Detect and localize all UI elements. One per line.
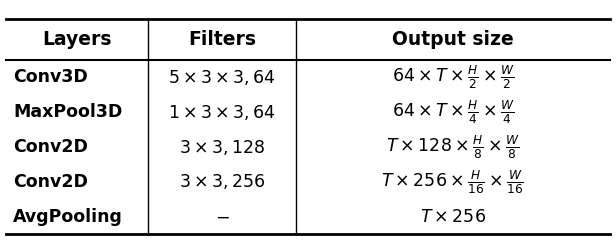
Text: $1 \times 3 \times 3, 64$: $1 \times 3 \times 3, 64$: [168, 103, 276, 122]
Text: $T \times 128 \times \frac{H}{8} \times \frac{W}{8}$: $T \times 128 \times \frac{H}{8} \times …: [386, 133, 520, 161]
Text: $3 \times 3, 128$: $3 \times 3, 128$: [179, 138, 265, 156]
Text: $64 \times T \times \frac{H}{4} \times \frac{W}{4}$: $64 \times T \times \frac{H}{4} \times \…: [392, 98, 514, 126]
Text: Layers: Layers: [43, 30, 112, 49]
Text: Conv3D: Conv3D: [14, 68, 88, 86]
Text: Conv2D: Conv2D: [14, 173, 88, 191]
Text: $T \times 256 \times \frac{H}{16} \times \frac{W}{16}$: $T \times 256 \times \frac{H}{16} \times…: [381, 168, 524, 196]
Text: $3 \times 3, 256$: $3 \times 3, 256$: [179, 172, 265, 191]
Text: AvgPooling: AvgPooling: [14, 208, 123, 226]
Text: Output size: Output size: [392, 30, 514, 49]
Text: MaxPool3D: MaxPool3D: [14, 103, 123, 121]
Text: Conv2D: Conv2D: [14, 138, 88, 156]
Text: $5 \times 3 \times 3, 64$: $5 \times 3 \times 3, 64$: [168, 68, 276, 87]
Text: $T \times 256$: $T \times 256$: [420, 208, 486, 226]
Text: $-$: $-$: [214, 208, 229, 226]
Text: $64 \times T \times \frac{H}{2} \times \frac{W}{2}$: $64 \times T \times \frac{H}{2} \times \…: [392, 64, 514, 91]
Text: Filters: Filters: [188, 30, 256, 49]
